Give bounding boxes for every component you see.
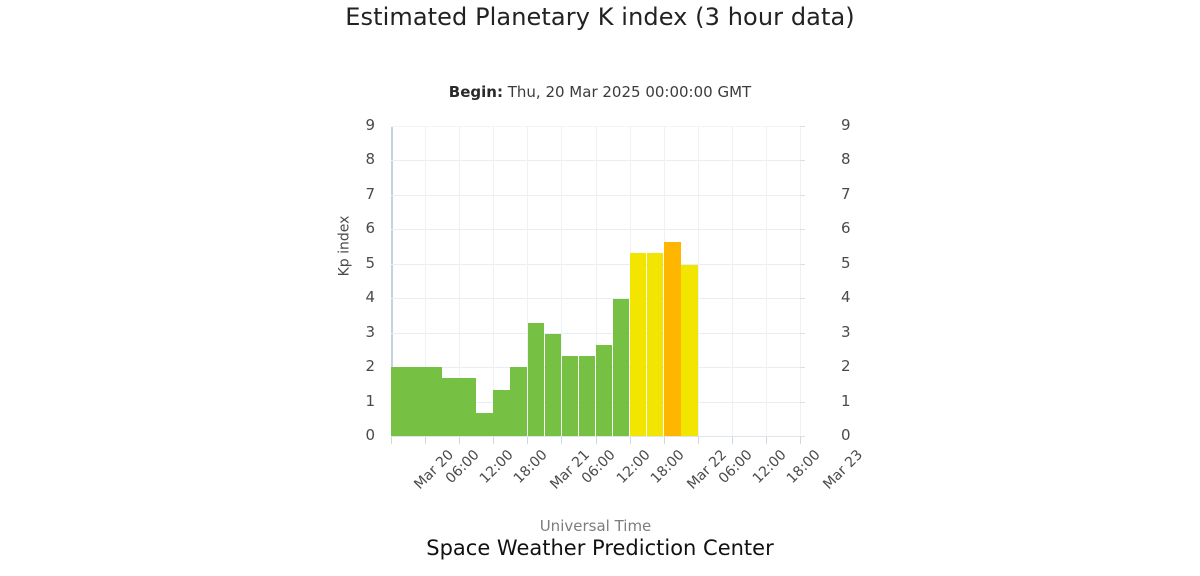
x-tick-mark [697, 437, 699, 444]
x-tick-mark [425, 437, 427, 444]
gridline [391, 436, 800, 437]
y-tick-label-left: 5 [365, 253, 375, 272]
y-tick-mark [800, 332, 805, 334]
y-tick-label-right: 3 [841, 322, 851, 341]
y-tick-label-left: 4 [365, 288, 375, 307]
bar [425, 367, 442, 436]
bar [612, 299, 630, 436]
bar [544, 333, 562, 436]
x-tick-label: 18:00 [647, 447, 688, 487]
y-tick-label-left: 1 [365, 391, 375, 410]
y-tick-label-left: 9 [365, 116, 375, 134]
y-tick-label-right: 2 [841, 357, 851, 376]
y-tick-label-right: 5 [841, 253, 851, 272]
y-tick-mark [800, 194, 805, 196]
x-tick-label: Mar 23 [820, 447, 867, 493]
x-tick-mark [800, 437, 801, 444]
bar [663, 242, 681, 436]
y-tick-label-right: 4 [841, 288, 851, 307]
y-tick-label-right: 6 [841, 219, 851, 238]
bar [493, 390, 511, 436]
x-tick-label: 12:00 [613, 447, 654, 487]
x-tick-mark [663, 437, 665, 444]
y-tick-mark [800, 298, 805, 300]
y-tick-label-right: 8 [841, 150, 851, 169]
bar [459, 378, 477, 436]
bar [391, 367, 408, 436]
x-tick-label: 12:00 [749, 447, 790, 487]
vertical-gridline [493, 126, 495, 436]
vertical-gridline [459, 126, 461, 436]
bar [408, 367, 425, 436]
y-tick-label-left: 7 [365, 184, 375, 203]
bar [510, 367, 528, 436]
y-tick-mark [800, 263, 805, 265]
x-axis-title: Universal Time [539, 517, 652, 535]
subtitle-value: Thu, 20 Mar 2025 00:00:00 GMT [502, 83, 752, 101]
y-tick-label-right: 9 [841, 116, 851, 134]
vertical-gridline [800, 126, 801, 436]
x-tick-mark [595, 437, 597, 444]
y-tick-mark [800, 401, 805, 403]
bar [578, 355, 596, 436]
y-tick-mark [800, 126, 805, 127]
bar [476, 412, 494, 436]
x-tick-mark [561, 437, 563, 444]
vertical-gridline [561, 126, 563, 436]
plot-area [391, 126, 801, 437]
y-tick-mark [800, 367, 805, 369]
x-tick-mark [391, 437, 392, 444]
page-title: Estimated Planetary K index (3 hour data… [345, 3, 855, 31]
y-tick-label-right: 0 [841, 426, 851, 444]
bar [680, 264, 698, 436]
bar [527, 323, 545, 436]
y-tick-mark [800, 229, 805, 231]
y-tick-label-left: 0 [365, 426, 375, 444]
y-tick-label-left: 8 [365, 150, 375, 169]
y-tick-label-right: 1 [841, 391, 851, 410]
x-tick-mark [731, 437, 733, 444]
y-axis-line [391, 126, 393, 436]
subtitle-lead: Begin: [448, 83, 503, 101]
bar [629, 253, 647, 436]
bar [595, 345, 613, 436]
y-tick-mark [800, 436, 805, 437]
x-tick-mark [527, 437, 529, 444]
x-tick-label: 12:00 [476, 447, 517, 487]
bar [561, 355, 579, 436]
x-tick-label: 18:00 [783, 447, 824, 487]
x-tick-mark [629, 437, 631, 444]
bar [646, 253, 664, 436]
vertical-gridline [527, 126, 529, 436]
chart-subtitle: Begin: Thu, 20 Mar 2025 00:00:00 GMT [340, 82, 860, 102]
y-tick-label-left: 6 [365, 219, 375, 238]
y-tick-label-left: 3 [365, 322, 375, 341]
x-tick-mark [765, 437, 767, 444]
bar [442, 378, 459, 436]
y-tick-mark [800, 160, 805, 162]
vertical-gridline [765, 126, 767, 436]
vertical-gridline [731, 126, 733, 436]
y-tick-label-right: 7 [841, 184, 851, 203]
vertical-gridline [595, 126, 597, 436]
footer-credit: Space Weather Prediction Center [426, 536, 774, 560]
vertical-gridline [697, 126, 699, 436]
x-tick-label: 18:00 [511, 447, 551, 487]
y-tick-label-left: 2 [365, 357, 375, 376]
x-tick-mark [493, 437, 495, 444]
x-tick-mark [459, 437, 461, 444]
vertical-gridline [425, 126, 427, 436]
